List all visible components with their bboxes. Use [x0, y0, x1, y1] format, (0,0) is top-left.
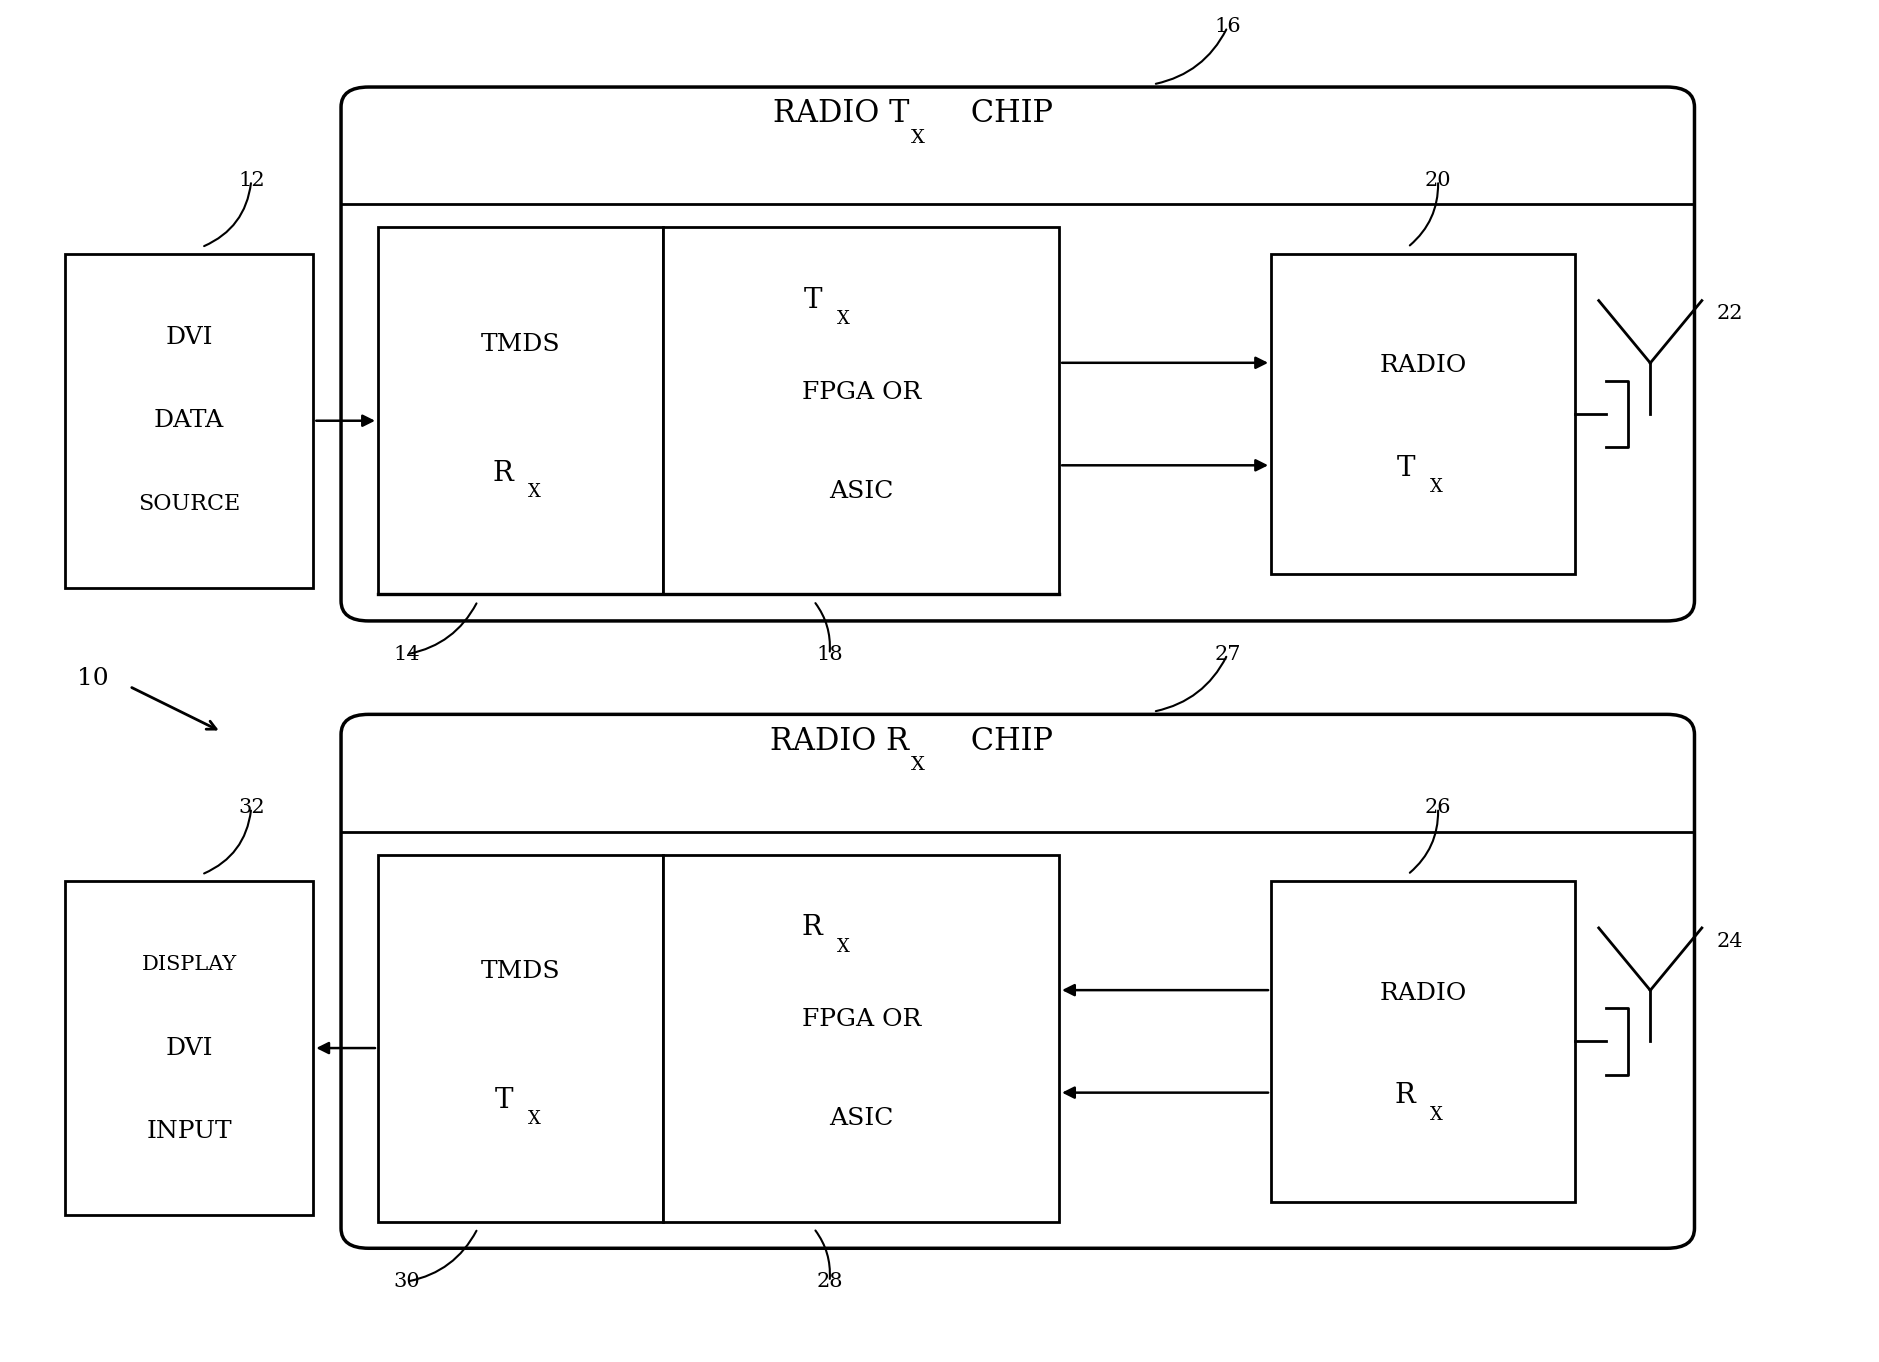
Text: X: X	[911, 129, 924, 147]
Text: DATA: DATA	[154, 409, 224, 432]
Text: DVI: DVI	[165, 326, 212, 349]
Bar	[1270, 881, 1575, 1201]
Text: 10: 10	[77, 667, 109, 689]
Bar	[64, 253, 314, 587]
Text: 16: 16	[1214, 18, 1240, 37]
Text: TMDS: TMDS	[481, 960, 560, 983]
Text: ASIC: ASIC	[829, 1107, 893, 1130]
Bar	[663, 227, 1060, 594]
Text: X: X	[528, 482, 541, 501]
Bar	[378, 227, 663, 594]
Text: 27: 27	[1214, 644, 1240, 663]
Text: RADIO: RADIO	[1379, 982, 1466, 1005]
Text: 20: 20	[1424, 172, 1451, 189]
Text: X: X	[836, 311, 849, 328]
Text: X: X	[836, 937, 849, 956]
Text: CHIP: CHIP	[960, 98, 1052, 129]
Text: T: T	[494, 1087, 513, 1114]
Text: 32: 32	[239, 798, 265, 817]
Text: X: X	[1430, 478, 1443, 496]
Text: X: X	[528, 1110, 541, 1128]
FancyBboxPatch shape	[342, 714, 1695, 1248]
Text: R: R	[800, 914, 823, 941]
Text: SOURCE: SOURCE	[137, 493, 241, 515]
Text: 12: 12	[239, 172, 265, 189]
Text: FPGA OR: FPGA OR	[802, 381, 921, 405]
Text: 28: 28	[815, 1272, 844, 1291]
Text: ASIC: ASIC	[829, 479, 893, 503]
Bar	[378, 854, 663, 1222]
Text: X: X	[911, 756, 924, 774]
Text: 24: 24	[1716, 932, 1742, 951]
Text: DVI: DVI	[165, 1036, 212, 1060]
Text: 14: 14	[393, 644, 419, 663]
Text: 30: 30	[393, 1272, 419, 1291]
Text: 26: 26	[1424, 798, 1451, 817]
Text: 22: 22	[1716, 305, 1742, 323]
Text: FPGA OR: FPGA OR	[802, 1008, 921, 1031]
Text: T: T	[804, 287, 823, 315]
Text: R: R	[1394, 1083, 1415, 1109]
Bar	[64, 881, 314, 1215]
Text: 18: 18	[815, 644, 844, 663]
FancyBboxPatch shape	[342, 87, 1695, 621]
Bar	[1270, 253, 1575, 575]
Text: DISPLAY: DISPLAY	[141, 955, 237, 974]
Bar	[663, 854, 1060, 1222]
Text: TMDS: TMDS	[481, 334, 560, 355]
Text: RADIO: RADIO	[1379, 354, 1466, 377]
Text: INPUT: INPUT	[147, 1120, 231, 1143]
Text: X: X	[1430, 1106, 1443, 1124]
Text: R: R	[492, 459, 513, 486]
Text: RADIO T: RADIO T	[772, 98, 909, 129]
Text: T: T	[1396, 455, 1415, 482]
Text: CHIP: CHIP	[960, 726, 1052, 756]
Text: RADIO R: RADIO R	[770, 726, 909, 756]
